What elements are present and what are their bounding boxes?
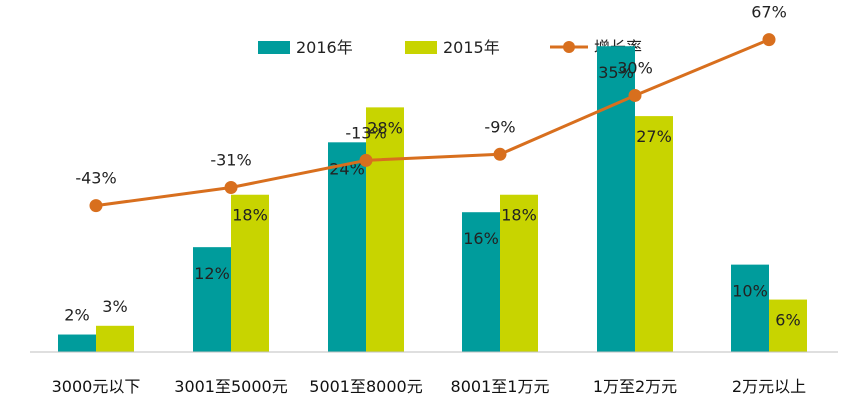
legend-swatch-2015 [405,41,437,54]
bar-2016-4 [597,46,635,353]
label-2015-4: 27% [636,127,672,146]
growth-label-3: -9% [484,117,515,136]
label-2015-2: 28% [367,118,403,137]
growth-point-3 [493,147,507,161]
label-2015-3: 18% [501,206,537,225]
bar-2015-5 [769,299,807,352]
label-2015-1: 18% [232,206,268,225]
legend-label-2016: 2016年 [296,38,353,57]
growth-line-group: -43% -31% -13% -9% 30% 67% [75,3,787,213]
growth-point-2 [359,153,373,167]
growth-label-2: -13% [345,123,386,142]
bar-2015-0 [96,325,134,352]
legend-label-2015: 2015年 [443,38,500,57]
bar-2015-1 [231,194,269,352]
label-2016-2: 24% [329,159,365,178]
label-2016-1: 12% [194,264,230,283]
growth-point-1 [224,181,238,195]
bar-2016-5 [731,264,769,352]
bar-2015-4 [635,116,673,353]
legend-marker-growth [563,41,575,53]
bar-2016-0 [58,334,96,352]
growth-label-1: -31% [210,151,251,170]
growth-line [95,38,770,208]
legend-swatch-2016 [258,41,290,54]
growth-label-0: -43% [75,169,116,188]
growth-label-4: 30% [617,58,653,77]
bar-2016-2 [328,142,366,352]
label-2016-3: 16% [463,229,499,248]
category-label-2: 5001至8000元 [309,377,422,396]
bar-2015-2 [366,107,404,352]
label-2016-4: 35% [598,63,634,82]
category-label-4: 1万至2万元 [593,377,677,396]
legend: 2016年 2015年 增长率 [258,38,642,57]
growth-label-5: 67% [751,3,787,22]
growth-point-4 [628,88,642,102]
bar-2016-3 [462,212,500,352]
label-2015-0: 3% [102,297,127,316]
label-2015-5: 6% [775,311,800,330]
growth-point-0 [89,199,103,213]
category-label-0: 3000元以下 [52,377,141,396]
growth-point-5 [762,33,776,47]
category-label-5: 2万元以上 [732,377,806,396]
category-label-3: 8001至1万元 [451,377,550,396]
bar-2015-3 [500,194,538,352]
category-label-1: 3001至5000元 [174,377,287,396]
bars-group: 2% 3%12%18%24%28%16%18%35%27%10%6% [58,46,807,353]
category-labels: 3000元以下 3001至5000元 5001至8000元 8001至1万元 1万至2万… [52,377,806,396]
label-2016-5: 10% [732,282,768,301]
label-2016-0: 2% [64,306,89,325]
bar-2016-1 [193,247,231,352]
